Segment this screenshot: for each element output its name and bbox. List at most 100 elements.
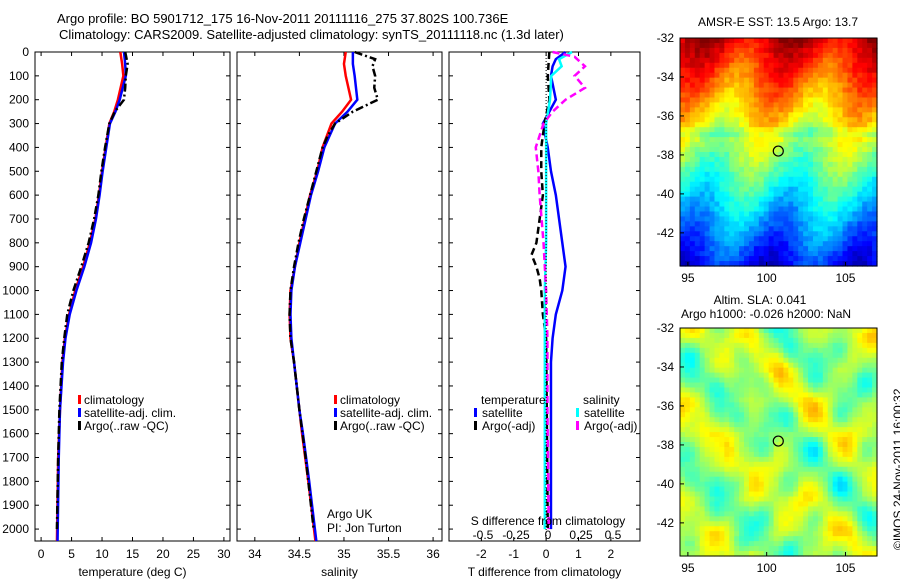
heatmap-cell [704, 231, 711, 237]
heatmap-cell [822, 466, 829, 473]
heatmap-cell [803, 476, 809, 483]
heatmap-cell [699, 342, 706, 349]
heatmap-cell [680, 412, 686, 418]
heatmap-cell [808, 246, 814, 252]
heatmap-cell [689, 191, 696, 198]
heatmap-cell [793, 166, 799, 173]
x-tick-label: 25 [187, 547, 201, 561]
heatmap-cell [744, 166, 750, 173]
heatmap-cell [778, 122, 785, 128]
heatmap-cell [753, 256, 760, 262]
heatmap-cell [857, 461, 863, 468]
heatmap-cell [744, 87, 750, 94]
heatmap-cell [788, 521, 794, 527]
heatmap-cell [822, 387, 829, 394]
heatmap-cell [748, 62, 755, 69]
heatmap-cell [763, 412, 770, 418]
series-line-satellite-adj-clim- [289, 52, 359, 542]
heatmap-cell [773, 211, 780, 218]
heatmap-cell [734, 147, 740, 153]
heatmap-cell [699, 412, 706, 418]
heatmap-cell [753, 102, 760, 108]
heatmap-cell [778, 92, 785, 99]
heatmap-cell [832, 102, 839, 108]
heatmap-cell [837, 551, 844, 557]
heatmap-cell [852, 261, 858, 267]
heatmap-cell [852, 127, 858, 133]
heatmap-cell [817, 201, 824, 208]
heatmap-cell [852, 102, 858, 108]
series-line-salinity-argo-adj- [534, 50, 587, 530]
heatmap-cell [783, 412, 789, 418]
heatmap-cell [729, 231, 735, 237]
heatmap-cell [852, 42, 858, 49]
heatmap-cell [739, 57, 745, 64]
heatmap-cell [734, 236, 740, 242]
heatmap-cell [798, 328, 804, 334]
heatmap-cell [758, 526, 765, 532]
heatmap-cell [798, 471, 804, 478]
heatmap-cell [768, 481, 775, 488]
heatmap-cell [788, 551, 794, 557]
heatmap-cell [847, 471, 853, 478]
heatmap-cell [753, 231, 760, 237]
heatmap-cell [694, 47, 701, 54]
heatmap-cell [842, 206, 849, 213]
heatmap-cell [793, 362, 799, 369]
heatmap-cell [872, 516, 878, 522]
heatmap-cell [803, 422, 809, 428]
heatmap-cell [724, 226, 730, 232]
heatmap-cell [714, 221, 720, 227]
heatmap-cell [709, 357, 716, 364]
heatmap-cell [704, 47, 711, 54]
heatmap-cell [763, 122, 770, 128]
heatmap-cell [758, 132, 765, 138]
heatmap-cell [734, 186, 740, 193]
heatmap-cell [734, 402, 740, 408]
heatmap-cell [709, 42, 716, 49]
heatmap-cell [714, 357, 720, 364]
heatmap-cell [793, 476, 799, 483]
heatmap-cell [817, 531, 824, 537]
heatmap-cell [734, 367, 740, 374]
heatmap-cell [729, 402, 735, 408]
heatmap-cell [680, 357, 686, 364]
heatmap-cell [739, 62, 745, 69]
heatmap-cell [773, 417, 780, 423]
heatmap-cell [827, 476, 834, 483]
heatmap-cell [857, 261, 863, 267]
heatmap-cell [842, 77, 849, 84]
heatmap-cell [748, 72, 755, 79]
heatmap-cell [832, 176, 839, 183]
heatmap-cell [862, 137, 868, 143]
heatmap-cell [729, 236, 735, 242]
heatmap-cell [857, 442, 863, 448]
heatmap-cell [822, 392, 829, 398]
heatmap-cell [680, 186, 686, 193]
heatmap-cell [812, 357, 819, 364]
heatmap-cell [778, 57, 785, 64]
heatmap-cell [867, 417, 873, 423]
heatmap-cell [808, 367, 814, 374]
heatmap-cell [822, 176, 829, 183]
heatmap-cell [694, 536, 701, 542]
heatmap-cell [758, 206, 765, 213]
heatmap-cell [699, 397, 706, 403]
heatmap-cell [729, 251, 735, 257]
heatmap-cell [758, 328, 765, 334]
legend-label: satellite-adj. clim. [84, 406, 176, 420]
heatmap-cell [694, 506, 701, 512]
heatmap-cell [842, 446, 849, 453]
heatmap-cell [704, 412, 711, 418]
heatmap-cell [699, 432, 706, 438]
heatmap-cell [857, 451, 863, 458]
heatmap-cell [748, 87, 755, 94]
heatmap-cell [822, 226, 829, 232]
heatmap-cell [808, 107, 814, 113]
heatmap-cell [837, 526, 844, 532]
heatmap-cell [699, 521, 706, 527]
heatmap-cell [748, 451, 755, 458]
heatmap-cell [872, 387, 878, 394]
heatmap-cell [709, 362, 716, 369]
heatmap-cell [709, 397, 716, 403]
